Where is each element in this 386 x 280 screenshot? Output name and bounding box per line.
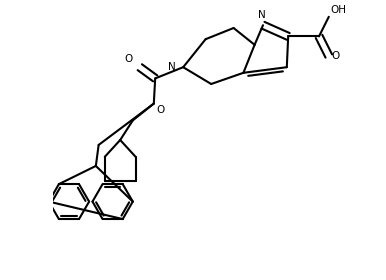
Text: N: N [168,62,175,72]
Text: O: O [157,105,165,115]
Text: O: O [331,51,339,61]
Text: N: N [258,10,266,20]
Text: OH: OH [330,5,346,15]
Text: O: O [125,54,133,64]
